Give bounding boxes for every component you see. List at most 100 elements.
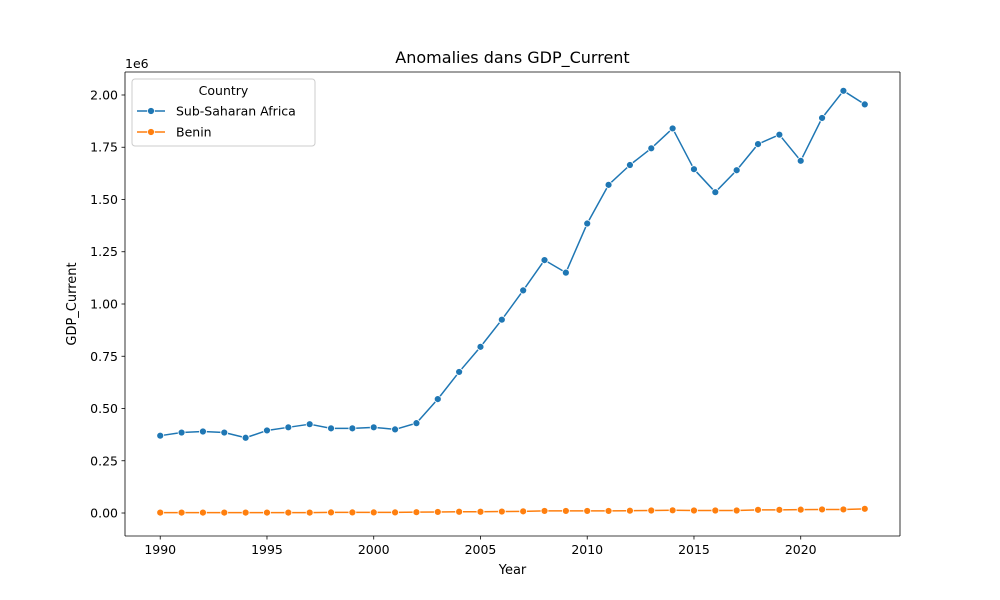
x-tick-label: 2005 bbox=[465, 542, 497, 557]
data-point-sub-saharan-africa-2020 bbox=[796, 156, 805, 165]
data-point-benin-1999 bbox=[348, 508, 357, 517]
data-point-benin-2004 bbox=[455, 507, 464, 516]
data-point-benin-2019 bbox=[775, 505, 784, 514]
x-tick-label: 2015 bbox=[678, 542, 710, 557]
x-tick-label: 2000 bbox=[358, 542, 390, 557]
data-point-benin-1995 bbox=[263, 508, 271, 517]
y-tick-label: 0.75 bbox=[90, 349, 118, 364]
data-point-sub-saharan-africa-2023 bbox=[860, 100, 869, 109]
data-point-sub-saharan-africa-1996 bbox=[284, 423, 293, 432]
data-point-sub-saharan-africa-2002 bbox=[412, 419, 421, 428]
data-point-sub-saharan-africa-1999 bbox=[348, 424, 357, 433]
y-tick-label: 0.00 bbox=[90, 506, 118, 521]
data-point-benin-2016 bbox=[711, 506, 720, 515]
data-point-sub-saharan-africa-1991 bbox=[177, 428, 186, 437]
data-point-sub-saharan-africa-2018 bbox=[754, 140, 762, 149]
x-axis-label: Year bbox=[498, 563, 527, 578]
y-tick-label: 2.00 bbox=[90, 87, 118, 102]
data-point-sub-saharan-africa-2012 bbox=[626, 161, 634, 169]
legend-marker-sub-saharan-africa bbox=[147, 107, 155, 115]
y-tick-label: 1.50 bbox=[90, 192, 118, 207]
data-point-sub-saharan-africa-2000 bbox=[369, 423, 378, 432]
data-point-sub-saharan-africa-2006 bbox=[497, 315, 506, 324]
x-tick-label: 1995 bbox=[251, 542, 283, 557]
data-point-sub-saharan-africa-2013 bbox=[647, 144, 656, 153]
data-point-sub-saharan-africa-2022 bbox=[839, 86, 848, 95]
data-point-sub-saharan-africa-2010 bbox=[583, 219, 592, 228]
x-tick-label: 2010 bbox=[571, 542, 603, 557]
legend-marker-benin bbox=[147, 128, 155, 136]
y-tick-label: 1.00 bbox=[90, 297, 118, 312]
data-point-sub-saharan-africa-2017 bbox=[732, 166, 741, 175]
data-point-benin-1991 bbox=[177, 508, 186, 517]
y-axis-multiplier: 1e6 bbox=[125, 56, 149, 71]
data-point-benin-2007 bbox=[519, 507, 528, 516]
data-point-benin-2005 bbox=[476, 507, 485, 516]
data-point-benin-2003 bbox=[433, 508, 442, 516]
data-point-sub-saharan-africa-2004 bbox=[455, 368, 464, 376]
data-point-sub-saharan-africa-1992 bbox=[199, 427, 207, 436]
x-tick-label: 2020 bbox=[785, 542, 817, 557]
data-point-benin-2023 bbox=[860, 504, 869, 513]
data-point-benin-2006 bbox=[497, 507, 506, 516]
data-point-sub-saharan-africa-1995 bbox=[263, 426, 271, 435]
series-line-benin bbox=[160, 508, 865, 514]
data-point-benin-2010 bbox=[583, 507, 592, 515]
chart-title: Anomalies dans GDP_Current bbox=[395, 48, 629, 68]
data-point-benin-1996 bbox=[284, 508, 293, 517]
series-layer bbox=[156, 86, 869, 517]
data-point-sub-saharan-africa-2001 bbox=[391, 425, 399, 434]
data-point-sub-saharan-africa-2016 bbox=[711, 188, 720, 197]
data-point-benin-1998 bbox=[327, 508, 335, 517]
data-point-benin-2017 bbox=[732, 506, 741, 515]
data-point-sub-saharan-africa-2009 bbox=[561, 268, 570, 277]
data-point-benin-1993 bbox=[220, 508, 229, 517]
legend-title: Country bbox=[199, 83, 249, 98]
series-line-sub-saharan-africa bbox=[160, 90, 866, 439]
data-point-sub-saharan-africa-1990 bbox=[156, 431, 165, 440]
data-point-benin-2009 bbox=[561, 507, 570, 515]
legend-label-benin: Benin bbox=[176, 125, 212, 140]
legend-box bbox=[131, 78, 316, 147]
data-point-sub-saharan-africa-2011 bbox=[604, 180, 613, 189]
data-point-sub-saharan-africa-2015 bbox=[690, 165, 698, 174]
data-point-benin-2002 bbox=[412, 508, 421, 517]
data-point-sub-saharan-africa-1994 bbox=[241, 433, 250, 442]
data-point-benin-1994 bbox=[241, 508, 250, 517]
data-point-benin-2001 bbox=[391, 508, 399, 517]
data-point-benin-2012 bbox=[626, 506, 634, 515]
data-point-benin-2008 bbox=[540, 507, 549, 515]
axes-layer: 1990 1995 2000 2005 2010 2015 2020 0.00 0.25 0.50… bbox=[90, 71, 901, 557]
series-sub-saharan-africa bbox=[156, 86, 869, 442]
y-tick-label: 0.50 bbox=[90, 401, 118, 416]
data-point-sub-saharan-africa-2007 bbox=[519, 286, 528, 295]
data-point-benin-2011 bbox=[604, 507, 613, 515]
data-point-sub-saharan-africa-2021 bbox=[818, 114, 826, 122]
data-point-sub-saharan-africa-2008 bbox=[540, 256, 549, 265]
data-point-benin-2015 bbox=[690, 506, 698, 515]
data-point-benin-2020 bbox=[796, 505, 805, 514]
data-point-benin-1997 bbox=[305, 508, 314, 517]
data-point-sub-saharan-africa-2003 bbox=[433, 395, 442, 404]
legend: Country Sub-Saharan Africa Benin bbox=[131, 78, 316, 147]
data-point-sub-saharan-africa-1997 bbox=[305, 420, 314, 429]
data-point-sub-saharan-africa-1998 bbox=[327, 424, 335, 433]
data-point-sub-saharan-africa-2005 bbox=[476, 342, 485, 351]
legend-label-sub-saharan-africa: Sub-Saharan Africa bbox=[176, 104, 296, 119]
x-tick-label: 1990 bbox=[144, 542, 176, 557]
data-point-benin-2000 bbox=[369, 508, 378, 517]
data-point-benin-1990 bbox=[156, 508, 165, 517]
data-point-sub-saharan-africa-2019 bbox=[775, 130, 784, 139]
data-point-benin-2013 bbox=[647, 506, 656, 515]
y-tick-label: 0.25 bbox=[90, 453, 118, 468]
data-point-sub-saharan-africa-2014 bbox=[668, 124, 677, 133]
data-point-benin-2014 bbox=[668, 506, 677, 515]
y-tick-label: 1.75 bbox=[90, 140, 118, 155]
y-axis-label: GDP_Current bbox=[65, 262, 80, 345]
data-point-benin-2022 bbox=[839, 505, 848, 514]
y-tick-label: 1.25 bbox=[90, 244, 118, 259]
series-benin bbox=[156, 504, 869, 517]
data-point-benin-2021 bbox=[818, 505, 826, 514]
data-point-benin-2018 bbox=[754, 505, 762, 514]
